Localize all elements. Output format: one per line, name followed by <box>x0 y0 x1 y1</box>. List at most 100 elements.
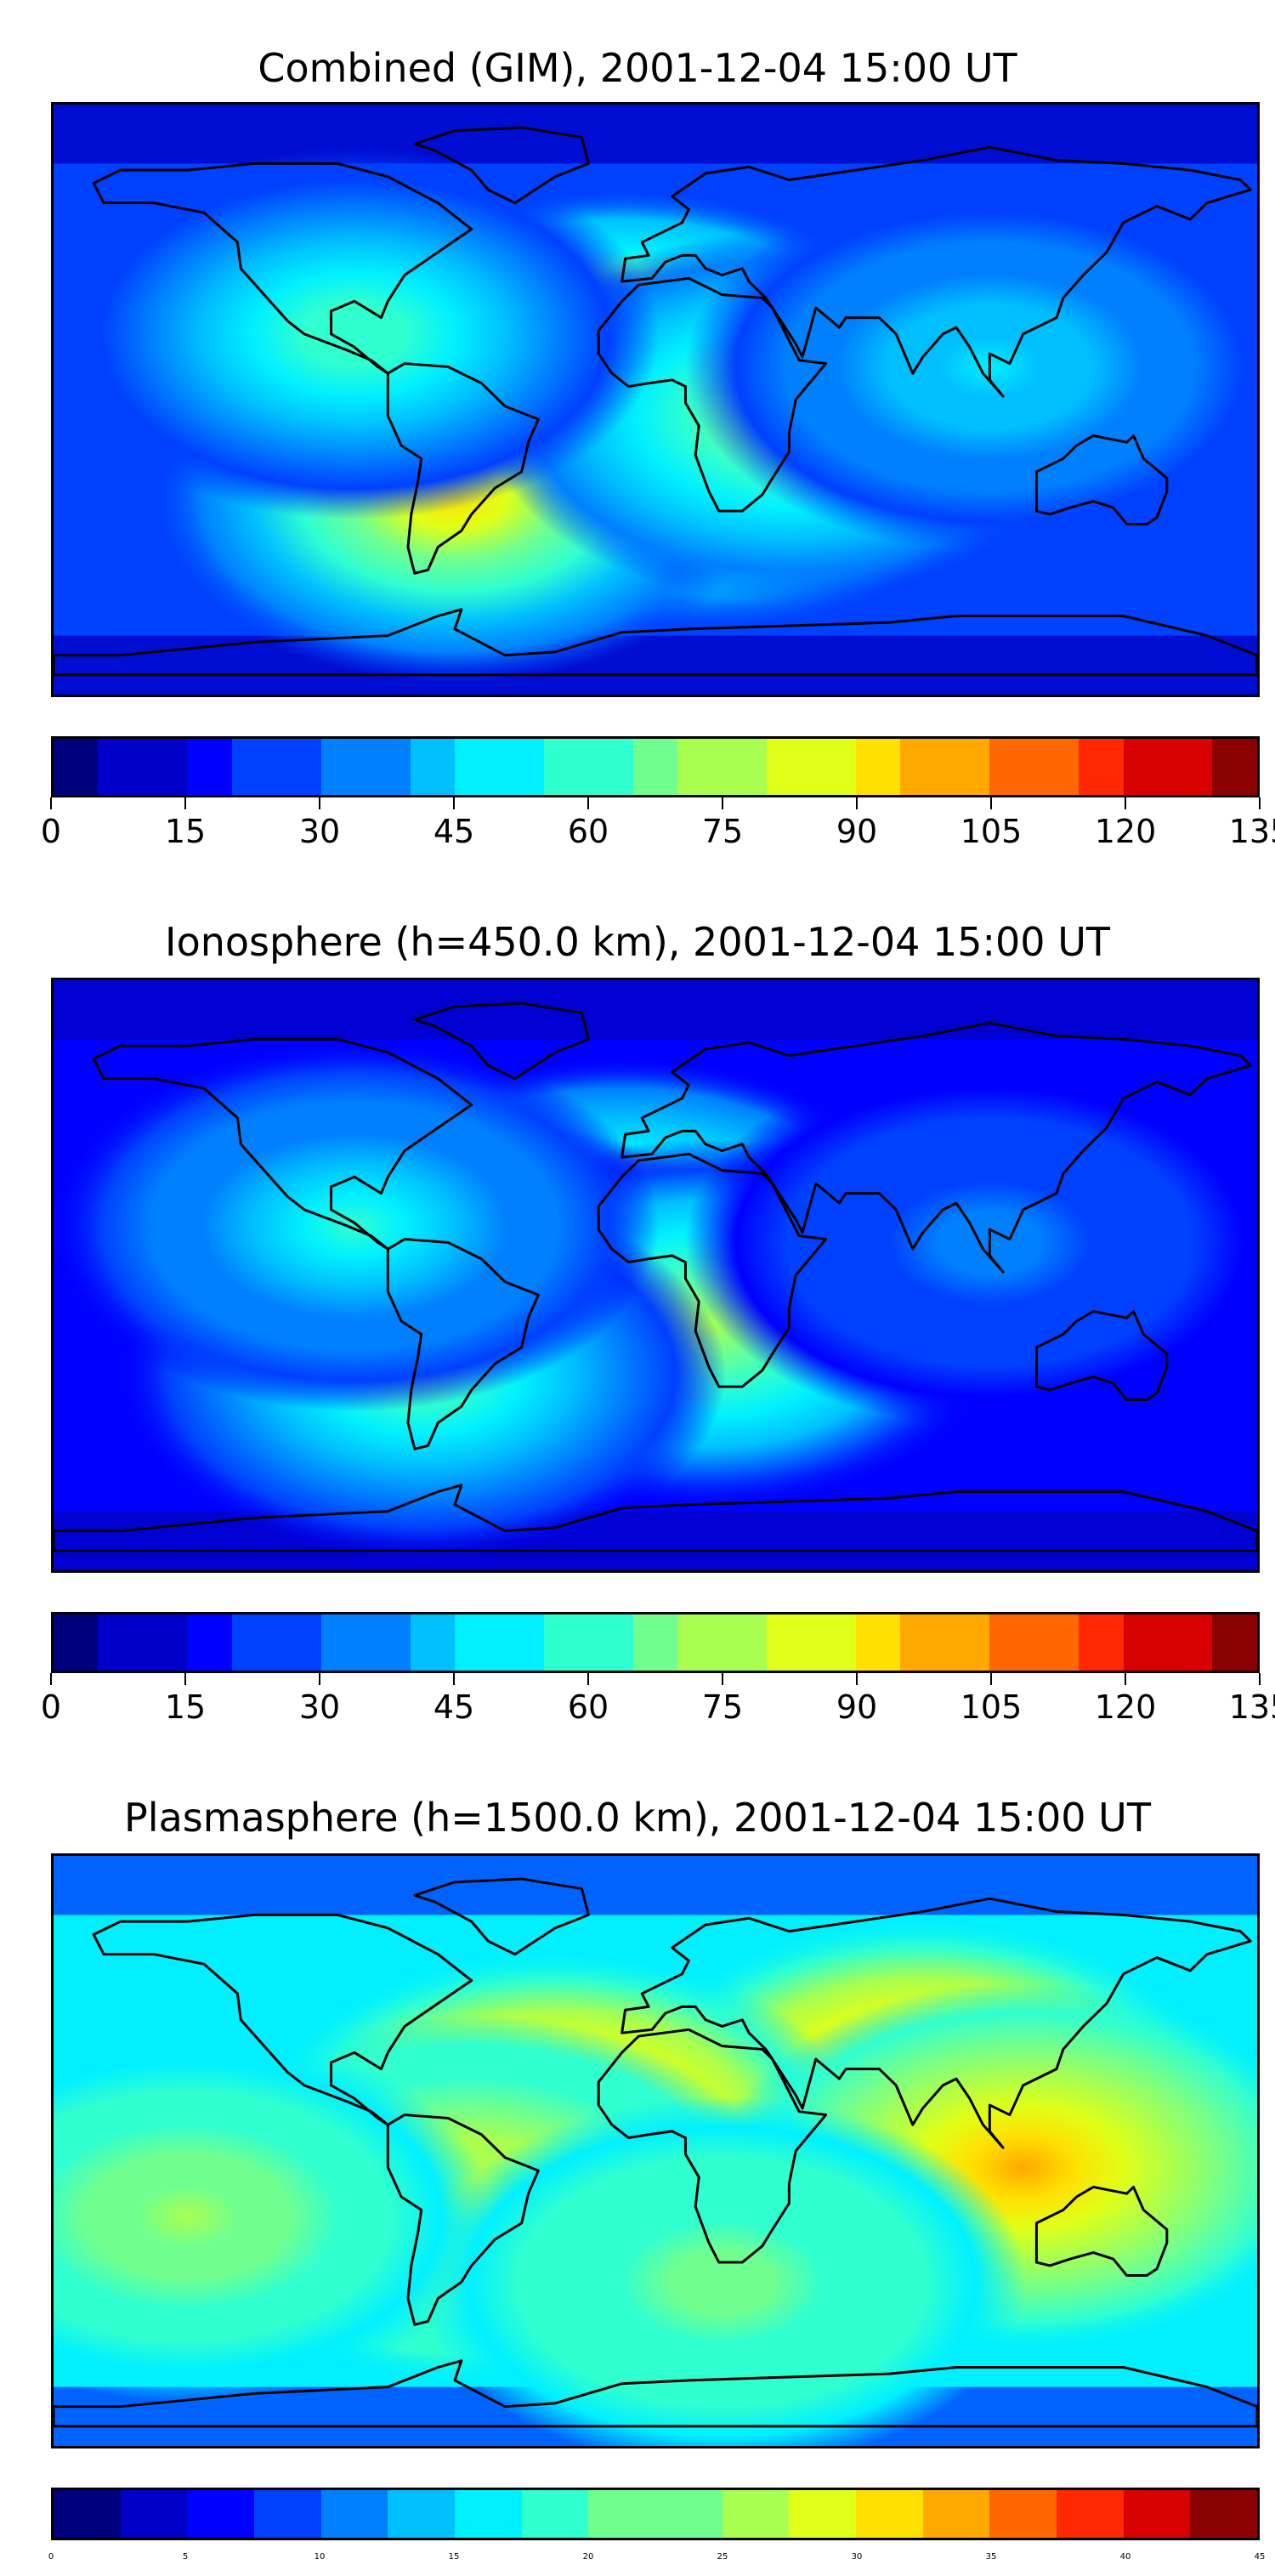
colorbar-tick <box>722 1673 723 1685</box>
colorbar-cell <box>722 1614 767 1671</box>
colorbar-tick-label: 135 <box>1228 1688 1275 1726</box>
colorbar-cell <box>855 1614 901 1671</box>
colorbar-tick-label: 135 <box>1228 813 1275 850</box>
field-maximum <box>417 2097 1028 2446</box>
coastline-africa <box>597 276 828 513</box>
colorbar-tick <box>856 797 858 809</box>
colorbar-cell <box>1123 739 1168 795</box>
colorbar-tick-label: 105 <box>960 813 1023 850</box>
colorbar-tick <box>1125 1673 1126 1685</box>
colorbar-tick <box>50 797 52 809</box>
colorbar-cell <box>1034 1614 1080 1671</box>
colorbar-cell <box>54 1614 99 1671</box>
colorbar-cell <box>900 739 945 795</box>
colorbar-tick-label: 10 <box>314 2552 326 2562</box>
colorbar-tick <box>1259 1673 1261 1685</box>
field-maximum <box>54 2031 492 2403</box>
colorbar-combined <box>51 736 1260 797</box>
colorbar-ticks-plasmasphere: 0 5 10 15 20 25 30 35 40 45 <box>48 2540 1266 2562</box>
map-plasmasphere <box>51 1853 1260 2448</box>
colorbar-tick <box>319 797 320 809</box>
colorbar-tick-label: 30 <box>298 1688 341 1726</box>
colorbar-cell <box>521 2490 589 2538</box>
coastline-australia <box>1034 434 1169 526</box>
map-svg-ionosphere <box>54 980 1257 1570</box>
colorbar-cell <box>856 2490 923 2538</box>
map-ionosphere <box>51 978 1260 1573</box>
map-svg-combined <box>54 105 1257 695</box>
colorbar-cell <box>989 1614 1034 1671</box>
coastline-africa <box>597 1152 828 1388</box>
field-maximum <box>684 181 1257 553</box>
colorbar-tick-label: 45 <box>433 1688 475 1726</box>
coastline-greenland <box>413 126 590 205</box>
colorbar-tick <box>184 797 186 809</box>
colorbar-tick-label: 15 <box>164 1688 207 1726</box>
coastline-antarctica <box>54 608 1257 677</box>
colorbar-cell <box>98 739 143 795</box>
colorbar-tick-label: 105 <box>960 1688 1023 1726</box>
colorbar-ionosphere <box>51 1612 1260 1673</box>
colorbar-cell <box>455 2490 522 2538</box>
coastline-australia <box>1034 1309 1169 1402</box>
colorbar-tick <box>50 1673 52 1685</box>
colorbar-cell <box>944 1614 990 1671</box>
coastline-south-america <box>386 2114 540 2326</box>
colorbar-cell <box>1079 1614 1124 1671</box>
colorbar-cell <box>922 2490 990 2538</box>
colorbar-tick-label: 75 <box>701 813 744 850</box>
colorbar-tick-label: 30 <box>851 2552 863 2562</box>
polar-band <box>54 1856 1257 1915</box>
colorbar-cell <box>543 1614 589 1671</box>
coastline-greenland <box>413 1001 590 1081</box>
colorbar-tick-label: 35 <box>985 2552 997 2562</box>
colorbar-cell <box>120 2490 188 2538</box>
colorbar-cell <box>98 1614 143 1671</box>
field-maximum <box>54 148 660 519</box>
colorbar-tick-label: 15 <box>448 2552 460 2562</box>
colorbar-tick-label: 30 <box>298 813 341 850</box>
colorbar-tick-label: 120 <box>1094 1688 1157 1726</box>
colorbar-tick-label: 60 <box>567 813 609 850</box>
coastline-eurasia <box>620 145 1252 398</box>
colorbar-cell <box>231 739 277 795</box>
panel-title-combined: Combined (GIM), 2001-12-04 15:00 UT <box>258 45 1017 91</box>
colorbar-cell <box>1123 2490 1191 2538</box>
panel-title-ionosphere: Ionosphere (h=450.0 km), 2001-12-04 15:0… <box>165 919 1110 965</box>
colorbar-cell <box>767 739 812 795</box>
colorbar-cell <box>767 1614 812 1671</box>
colorbar-cell <box>1057 2490 1124 2538</box>
colorbar-tick <box>990 1673 992 1685</box>
colorbar-cell <box>254 2490 321 2538</box>
colorbar-cell <box>320 1614 366 1671</box>
colorbar-cell <box>989 739 1034 795</box>
colorbar-cell <box>54 739 99 795</box>
colorbar-cell <box>989 2490 1057 2538</box>
polar-band <box>54 980 1257 1040</box>
colorbar-cell <box>677 739 722 795</box>
colorbar-tick <box>722 797 723 809</box>
colorbar-tick <box>856 1673 858 1685</box>
colorbar-tick <box>1259 797 1261 809</box>
colorbar-tick-label: 45 <box>433 813 475 850</box>
colorbar-tick-label: 25 <box>717 2552 728 2562</box>
colorbar-tick-label: 120 <box>1094 813 1157 850</box>
colorbar-cell <box>410 1614 455 1671</box>
colorbar-cell <box>1034 739 1080 795</box>
colorbar-tick <box>453 797 455 809</box>
colorbar-cell <box>789 2490 857 2538</box>
field-maximum <box>54 1041 660 1412</box>
colorbar-cell <box>588 739 633 795</box>
colorbar-tick-label: 90 <box>836 1688 878 1726</box>
colorbar-cell <box>366 739 411 795</box>
colorbar-tick <box>1125 797 1126 809</box>
coastline-eurasia <box>620 1021 1252 1274</box>
colorbar-cell <box>722 2490 790 2538</box>
colorbar-tick-label: 0 <box>48 2552 54 2562</box>
colorbar-cell <box>276 1614 321 1671</box>
colorbar-tick-label: 90 <box>836 813 878 850</box>
colorbar-tick-label: 20 <box>582 2552 594 2562</box>
colorbar-cell <box>855 739 901 795</box>
colorbar-tick-label: 5 <box>182 2552 189 2562</box>
colorbar-cell <box>722 739 767 795</box>
